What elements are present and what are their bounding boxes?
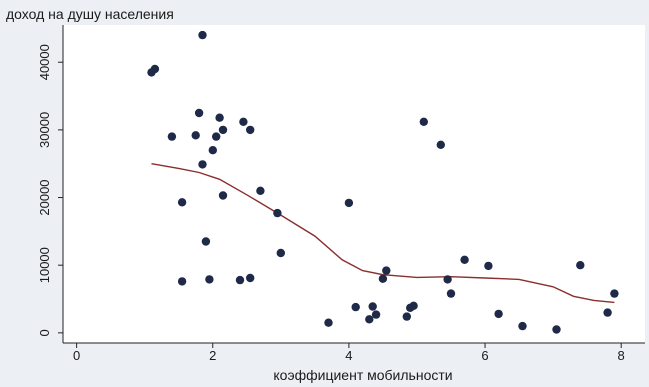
data-point: [191, 131, 200, 140]
data-point: [324, 318, 333, 327]
data-point: [198, 30, 207, 40]
data-point: [419, 117, 428, 127]
data-point: [194, 108, 204, 118]
data-point: [460, 255, 469, 264]
x-tick-label: 2: [209, 348, 216, 363]
data-point: [409, 301, 418, 310]
data-point: [368, 302, 377, 311]
data-point: [246, 125, 255, 135]
data-point: [273, 208, 282, 218]
points-layer: [147, 30, 619, 334]
data-point: [256, 186, 265, 195]
data-point: [552, 325, 561, 334]
data-point: [603, 308, 612, 317]
data-point: [518, 321, 527, 331]
data-point: [446, 289, 456, 298]
data-point: [218, 125, 228, 135]
x-axis-label: коэффициент мобильности: [273, 367, 452, 383]
data-point: [402, 312, 411, 321]
x-tick-label: 0: [73, 348, 80, 363]
plot-area: [63, 25, 645, 343]
data-point: [610, 289, 619, 298]
trend-line: [151, 163, 615, 304]
x-tick-label: 6: [481, 348, 488, 363]
data-point: [167, 132, 177, 141]
data-point: [365, 315, 374, 324]
data-point: [177, 198, 187, 207]
data-point: [208, 146, 217, 155]
data-point: [246, 273, 255, 283]
data-point: [371, 310, 381, 319]
y-tick-label: 0: [37, 329, 52, 336]
data-point: [177, 277, 187, 286]
y-axis: 0 10000 20000 30000 40000: [37, 25, 64, 343]
data-point: [436, 140, 445, 149]
x-tick-label: 8: [618, 348, 625, 363]
data-point: [239, 117, 248, 127]
data-point: [215, 113, 224, 122]
data-point: [218, 191, 228, 200]
y-tick-label: 20000: [37, 179, 52, 215]
data-point: [443, 275, 452, 284]
y-axis-label: доход на душу населения: [6, 6, 174, 22]
y-tick-label: 10000: [37, 247, 52, 283]
data-point: [198, 160, 207, 169]
x-tick-label: 4: [345, 348, 352, 363]
data-point: [150, 64, 160, 74]
data-point: [201, 237, 211, 246]
data-point: [494, 309, 503, 319]
data-point: [378, 274, 388, 283]
data-point: [276, 248, 285, 258]
trend-line-layer: [151, 163, 615, 304]
data-point: [351, 302, 360, 312]
y-tick-label: 40000: [37, 44, 52, 80]
data-point: [205, 275, 214, 284]
x-axis: 0 2 4 6 8: [63, 342, 645, 363]
data-point: [576, 261, 585, 270]
data-point: [344, 198, 354, 208]
data-point: [484, 261, 493, 271]
y-tick-label: 30000: [37, 112, 52, 148]
data-point: [382, 266, 391, 275]
data-point: [235, 275, 245, 285]
data-point: [212, 132, 221, 141]
